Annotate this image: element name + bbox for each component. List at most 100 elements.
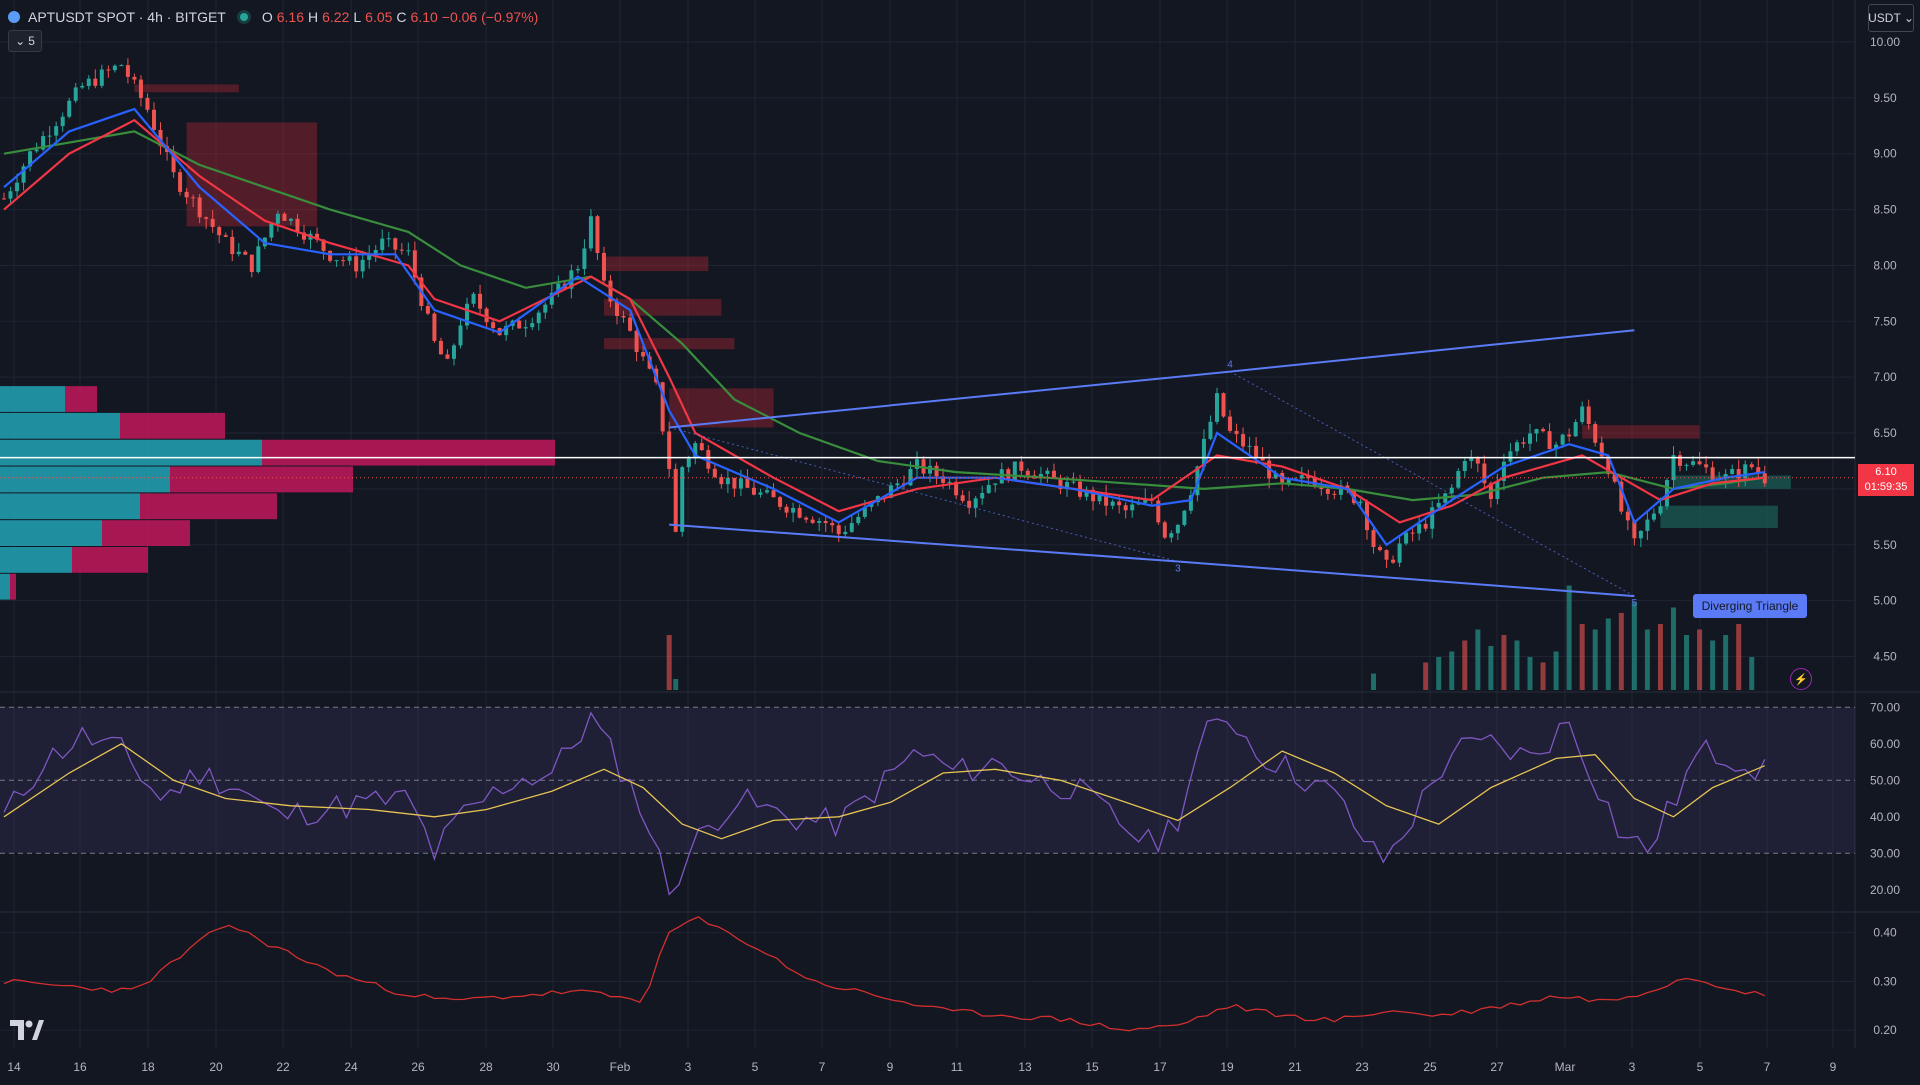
candle-body [1541,429,1546,432]
candle-body [1045,470,1050,474]
candle-body [928,465,933,474]
tradingview-logo-icon[interactable] [10,1020,44,1040]
candle-body [1710,467,1715,480]
y-tick-label: 5.00 [1873,594,1897,608]
candle-body [1169,533,1174,538]
candle-body [367,254,372,260]
candle-body [93,78,98,86]
ohlc-values: O 6.16 H 6.22 L 6.05 C 6.10 −0.06 (−0.97%) [262,9,538,25]
lower-tick-label: 0.30 [1873,974,1897,988]
candle-body [1625,511,1630,521]
candle-body [106,69,111,71]
ohlc-change-value: −0.06 (−0.97%) [441,9,539,25]
candle-body [301,232,306,240]
candle-body [973,498,978,508]
candle-body [1423,523,1428,529]
candle-body [288,218,293,221]
candle-body [1012,461,1017,480]
candle-body [1436,502,1441,508]
volume-profile-sell-bar [170,466,353,493]
symbol-title[interactable]: APTUSDT SPOT · 4h · BITGET [28,9,226,25]
candle-body [60,116,65,127]
volume-profile-sell-bar [10,573,16,600]
volume-profile-buy-bar [0,439,262,466]
volume-profile-sell-bar [262,439,555,466]
x-tick-label: 5 [752,1060,759,1074]
indicators-collapse-button[interactable]: ⌄ 5 [8,30,42,52]
candle-body [810,519,815,523]
supply-zone [603,338,735,350]
candle-body [86,78,91,86]
candle-body [986,484,991,493]
candle-body [1697,461,1702,465]
lower-tick-label: 0.20 [1873,1023,1897,1037]
pattern-label[interactable]: Diverging Triangle [1693,594,1807,618]
x-tick-label: 13 [1018,1060,1032,1074]
y-tick-label: 8.50 [1873,203,1897,217]
y-tick-label: 9.00 [1873,147,1897,161]
y-tick-label: 8.00 [1873,258,1897,272]
candle-body [1391,559,1396,563]
candle-body [849,523,854,532]
candle-body [1071,481,1076,483]
candle-body [1475,457,1480,464]
candle-body [908,468,913,486]
candle-body [1508,451,1513,462]
volume-profile-buy-bar [0,466,170,493]
candle-body [112,65,117,71]
candle-body [823,520,828,524]
candle-body [471,293,476,304]
candle-body [1091,489,1096,502]
candle-body [67,100,72,117]
candle-body [1084,489,1089,497]
candle-body [1449,487,1454,494]
candle-body [1736,469,1741,479]
candle-body [517,320,522,329]
volume-profile-sell-bar [140,493,277,520]
candle-body [1201,438,1206,467]
candle-body [80,85,85,88]
market-open-icon [239,13,248,21]
lightning-icon[interactable]: ⚡ [1790,668,1812,690]
candle-body [1358,501,1363,504]
x-tick-label: Feb [610,1060,631,1074]
x-tick-label: Mar [1555,1060,1576,1074]
candle-body [451,345,456,359]
candle-body [862,506,867,517]
candle-body [243,251,248,255]
candle-body [191,197,196,199]
volume-bar [1423,662,1429,690]
candle-body [425,305,430,314]
candle-body [804,517,809,520]
candle-body [380,238,385,251]
candle-body [601,252,606,281]
candle-body [295,218,300,233]
candle-body [1188,495,1193,511]
x-tick-label: 7 [1764,1060,1771,1074]
currency-selector[interactable]: USDT ⌄ [1868,4,1914,32]
candle-body [1234,430,1239,435]
candle-body [210,218,215,228]
x-tick-label: 30 [546,1060,560,1074]
candle-body [549,292,554,305]
candle-body [1117,501,1122,506]
rsi-line [3,711,1766,896]
x-tick-label: 27 [1490,1060,1504,1074]
candle-body [732,477,737,489]
candle-body [151,109,156,130]
x-tick-label: 20 [209,1060,223,1074]
volume-profile-buy-bar [0,520,102,546]
candle-body [1123,505,1128,511]
volume-bar [1644,629,1650,690]
candle-body [347,256,352,261]
candle-body [1573,422,1578,437]
candle-body [119,65,124,67]
candle-body [1182,510,1187,525]
volume-bar [1527,657,1533,690]
volume-bar [1670,607,1676,690]
volume-profile-buy-bar [0,573,10,600]
candle-body [399,249,404,251]
x-tick-label: 21 [1288,1060,1302,1074]
candle-body [1612,473,1617,482]
